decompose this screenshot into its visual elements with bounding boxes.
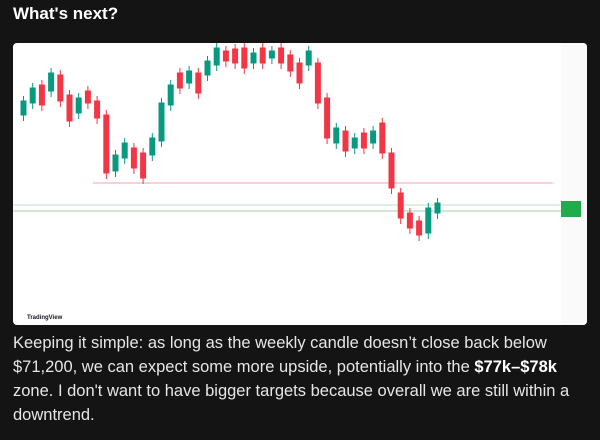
candle-body <box>379 122 386 154</box>
highlight: $77k–$78k <box>474 358 557 376</box>
candle-body <box>397 192 404 219</box>
candle-body <box>140 152 147 179</box>
candle-body <box>213 47 220 66</box>
candle-chart: TradingView <box>13 43 587 325</box>
candle-body <box>278 47 285 64</box>
candle-body <box>48 72 55 92</box>
candle-body <box>167 84 174 106</box>
candle-body <box>94 100 101 119</box>
candle-body <box>38 84 45 106</box>
candle-body <box>204 60 211 76</box>
candle-body <box>268 50 275 59</box>
candle-body <box>112 154 119 172</box>
chart-image: TradingView <box>13 43 587 325</box>
candle-body <box>250 52 257 64</box>
candle-body <box>241 47 248 69</box>
candle-body <box>57 74 64 102</box>
candle-body <box>425 207 432 234</box>
candle-body <box>149 137 156 156</box>
candle-body <box>416 220 423 236</box>
price-axis <box>561 43 587 325</box>
candle-body <box>176 72 183 89</box>
candle-body <box>195 72 202 94</box>
candle-body <box>314 62 321 104</box>
candle-body <box>342 130 349 152</box>
candle-body <box>388 152 395 189</box>
candle-body <box>20 100 27 116</box>
watermark: TradingView <box>27 315 63 321</box>
candle-body <box>360 132 367 149</box>
candle-body <box>324 97 331 139</box>
candle-body <box>75 97 82 114</box>
candle-body <box>351 137 358 149</box>
post-text: Keeping it simple: as long as the weekly… <box>13 331 588 427</box>
candle-body <box>121 142 128 159</box>
candle-body <box>130 147 137 169</box>
candle-body <box>406 212 413 229</box>
text: zone. I don't want to have bigger target… <box>13 382 570 424</box>
candle-body <box>434 202 441 214</box>
candles <box>20 43 441 241</box>
candle-body <box>232 48 239 64</box>
candle-body <box>186 70 193 84</box>
candle-body <box>259 47 266 64</box>
candle-body <box>296 62 303 84</box>
candle-body <box>222 50 229 62</box>
candle-body <box>84 90 91 104</box>
candle-body <box>66 94 73 122</box>
post-title: What's next? <box>13 4 119 23</box>
price-tag <box>561 201 581 217</box>
candle-body <box>29 87 36 104</box>
candle-body <box>305 50 312 66</box>
candle-body <box>333 127 340 144</box>
text: Keeping it simple: as long as the weekly… <box>13 334 547 376</box>
candle-body <box>103 114 110 174</box>
candle-body <box>158 102 165 142</box>
candle-body <box>370 130 377 144</box>
candle-body <box>287 54 294 72</box>
